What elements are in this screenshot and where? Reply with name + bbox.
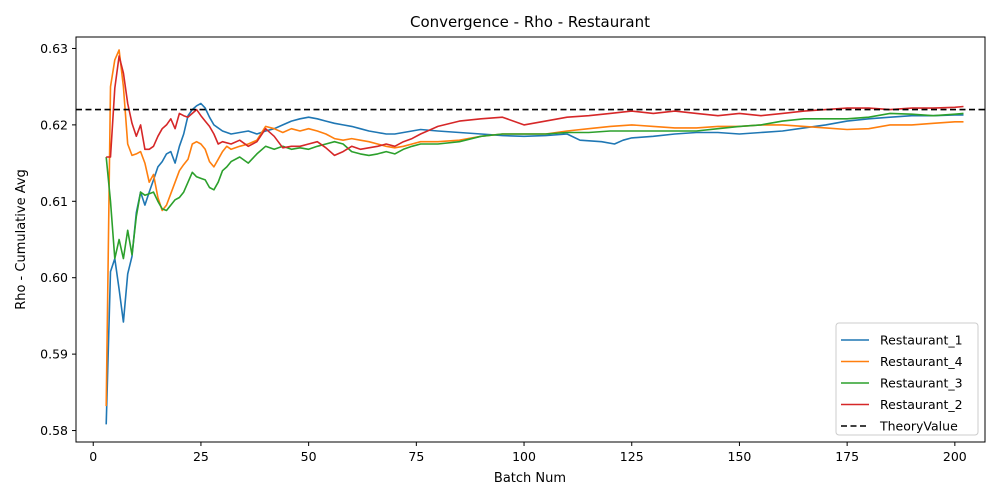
- x-tick-label: 200: [943, 449, 967, 464]
- x-tick-label: 25: [193, 449, 209, 464]
- y-tick-label: 0.62: [40, 117, 68, 132]
- y-tick-label: 0.58: [40, 423, 68, 438]
- chart-title: Convergence - Rho - Restaurant: [410, 13, 650, 31]
- y-axis: 0.58 0.59 0.60 0.61 0.62 0.63: [40, 41, 76, 438]
- x-tick-label: 0: [89, 449, 97, 464]
- y-tick-label: 0.59: [40, 347, 68, 362]
- legend-label: Restaurant_4: [880, 354, 963, 369]
- x-axis: 0 25 50 75 100 125 150 175 200: [89, 442, 967, 464]
- series-layer: [105, 49, 964, 425]
- x-tick-label: 125: [620, 449, 644, 464]
- x-tick-label: 175: [835, 449, 859, 464]
- legend-label: TheoryValue: [879, 419, 958, 434]
- legend-label: Restaurant_1: [880, 333, 963, 348]
- series-line-restaurant-2: [106, 55, 964, 158]
- legend-frame: [835, 322, 979, 436]
- x-tick-label: 150: [728, 449, 752, 464]
- legend-label: Restaurant_2: [880, 397, 963, 412]
- series-line-restaurant-3: [105, 112, 964, 260]
- x-tick-label: 50: [301, 449, 317, 464]
- x-tick-label: 100: [512, 449, 536, 464]
- y-tick-label: 0.63: [40, 41, 68, 56]
- y-tick-label: 0.60: [40, 270, 68, 285]
- x-tick-label: 75: [408, 449, 424, 464]
- y-tick-label: 0.61: [40, 194, 68, 209]
- legend-label: Restaurant_3: [880, 376, 963, 391]
- x-axis-label: Batch Num: [494, 471, 566, 486]
- series-line-restaurant-1: [105, 102, 964, 425]
- plot-frame: [75, 36, 986, 443]
- legend: Restaurant_1 Restaurant_4 Restaurant_3 Rest…: [835, 322, 979, 436]
- y-axis-label: Rho - Cumulative Avg: [14, 169, 29, 310]
